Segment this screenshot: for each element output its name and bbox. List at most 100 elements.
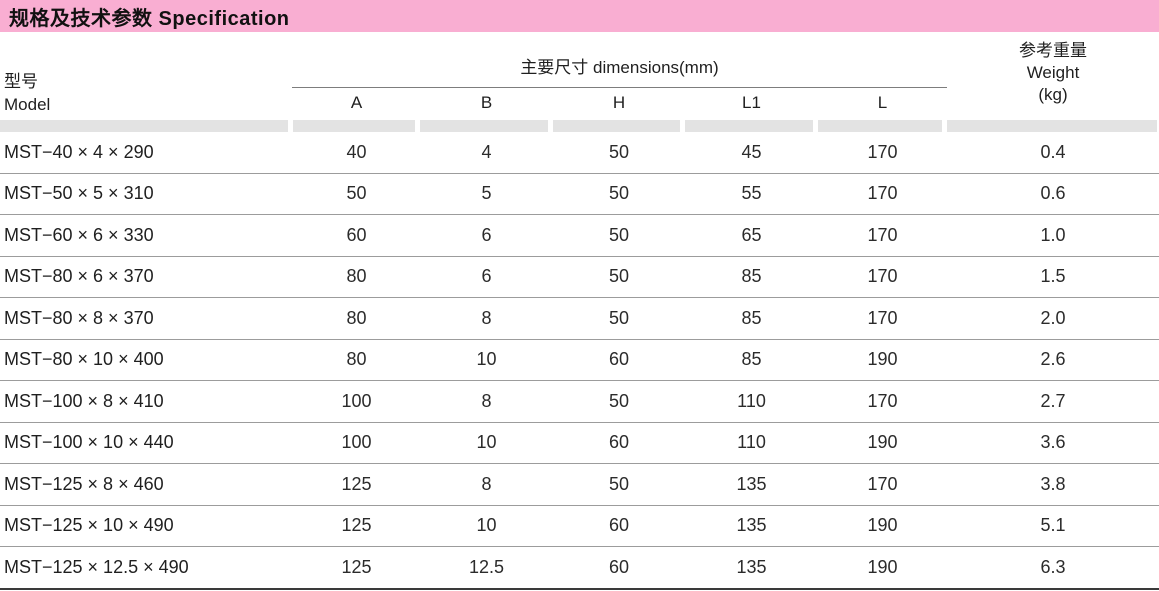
cell-a: 80 — [346, 307, 367, 328]
cell-a: 40 — [346, 141, 367, 162]
cell-l: 190 — [867, 515, 898, 536]
cell-weight: 2.6 — [1040, 349, 1066, 370]
cell-model: MST−125 × 12.5 × 490 — [4, 556, 189, 577]
cell-weight: 5.1 — [1040, 515, 1066, 536]
cell-l: 170 — [867, 141, 898, 162]
header-separator-segment — [818, 120, 942, 132]
table-row: MST−125 × 12.5 × 490 125 12.5 60 135 190… — [0, 547, 1159, 590]
cell-h: 50 — [608, 473, 630, 494]
table-row: MST−80 × 6 × 370 80 6 50 85 170 1.5 — [0, 257, 1159, 298]
cell-a: 125 — [341, 556, 372, 577]
cell-b: 10 — [476, 515, 497, 536]
cell-h: 60 — [608, 349, 630, 370]
cell-h: 60 — [608, 432, 630, 453]
cell-b: 8 — [481, 390, 492, 411]
cell-l1: 135 — [736, 515, 767, 536]
cell-l1: 85 — [741, 266, 762, 287]
column-header-l: L — [877, 93, 888, 112]
column-header-model-en: Model — [4, 95, 51, 114]
header-separator-segment — [947, 120, 1157, 132]
cell-h: 50 — [608, 141, 630, 162]
column-header-weight-unit: (kg) — [1038, 85, 1068, 104]
cell-model: MST−100 × 8 × 410 — [4, 390, 164, 411]
table-row: MST−40 × 4 × 290 40 4 50 45 170 0.4 — [0, 132, 1159, 174]
cell-model: MST−40 × 4 × 290 — [4, 141, 154, 162]
dimensions-group-underline — [292, 87, 947, 88]
cell-a: 125 — [341, 515, 372, 536]
header-separator-bar — [0, 120, 1159, 132]
cell-a: 60 — [346, 224, 367, 245]
cell-l: 190 — [867, 432, 898, 453]
cell-l1: 85 — [741, 307, 762, 328]
cell-h: 50 — [608, 266, 630, 287]
cell-l: 170 — [867, 390, 898, 411]
cell-b: 6 — [481, 266, 492, 287]
header-separator-segment — [0, 120, 288, 132]
cell-h: 50 — [608, 307, 630, 328]
cell-l: 190 — [867, 349, 898, 370]
cell-weight: 2.7 — [1040, 390, 1066, 411]
column-header-a: A — [350, 93, 363, 112]
cell-b: 4 — [481, 141, 492, 162]
cell-a: 100 — [341, 432, 372, 453]
cell-weight: 6.3 — [1040, 556, 1066, 577]
cell-b: 8 — [481, 473, 492, 494]
table-row: MST−80 × 8 × 370 80 8 50 85 170 2.0 — [0, 298, 1159, 340]
column-header-weight-en: Weight — [1026, 63, 1080, 82]
cell-l1: 65 — [741, 224, 762, 245]
cell-l: 170 — [867, 183, 898, 204]
cell-model: MST−100 × 10 × 440 — [4, 432, 174, 453]
cell-model: MST−80 × 8 × 370 — [4, 307, 154, 328]
column-group-header-dimensions: 主要尺寸 dimensions(mm) — [520, 58, 719, 77]
cell-b: 12.5 — [468, 556, 505, 577]
cell-l: 170 — [867, 266, 898, 287]
cell-a: 80 — [346, 349, 367, 370]
table-row: MST−50 × 5 × 310 50 5 50 55 170 0.6 — [0, 174, 1159, 215]
cell-b: 10 — [476, 349, 497, 370]
cell-a: 100 — [341, 390, 372, 411]
header-separator-segment — [685, 120, 813, 132]
cell-l1: 110 — [737, 432, 766, 453]
section-title-bar: 规格及技术参数 Specification — [0, 0, 1159, 32]
cell-model: MST−125 × 10 × 490 — [4, 515, 174, 536]
cell-weight: 1.0 — [1040, 224, 1066, 245]
table-body: MST−40 × 4 × 290 40 4 50 45 170 0.4 MST−… — [0, 132, 1159, 590]
cell-l1: 85 — [741, 349, 762, 370]
cell-weight: 0.4 — [1040, 141, 1066, 162]
cell-a: 80 — [346, 266, 367, 287]
header-separator-segment — [293, 120, 415, 132]
table-header: 型号 Model 主要尺寸 dimensions(mm) A B H L1 L … — [0, 32, 1159, 120]
cell-weight: 2.0 — [1040, 307, 1066, 328]
cell-h: 50 — [608, 224, 630, 245]
column-header-model-zh: 型号 — [4, 72, 38, 91]
table-row: MST−125 × 10 × 490 125 10 60 135 190 5.1 — [0, 506, 1159, 547]
cell-h: 60 — [608, 515, 630, 536]
cell-weight: 0.6 — [1040, 183, 1066, 204]
cell-h: 60 — [608, 556, 630, 577]
table-row: MST−100 × 8 × 410 100 8 50 110 170 2.7 — [0, 381, 1159, 423]
column-header-model: 型号 Model — [4, 70, 50, 116]
table-row: MST−80 × 10 × 400 80 10 60 85 190 2.6 — [0, 340, 1159, 381]
cell-model: MST−60 × 6 × 330 — [4, 224, 154, 245]
cell-a: 50 — [346, 183, 367, 204]
cell-weight: 3.6 — [1040, 432, 1066, 453]
cell-model: MST−125 × 8 × 460 — [4, 473, 164, 494]
header-separator-segment — [553, 120, 680, 132]
cell-l1: 45 — [741, 141, 762, 162]
column-header-h: H — [612, 93, 626, 112]
column-header-b: B — [480, 93, 493, 112]
cell-h: 50 — [608, 183, 630, 204]
cell-l: 170 — [867, 473, 898, 494]
cell-b: 6 — [481, 224, 492, 245]
cell-b: 5 — [481, 183, 492, 204]
cell-model: MST−80 × 6 × 370 — [4, 266, 154, 287]
cell-model: MST−80 × 10 × 400 — [4, 349, 164, 370]
cell-a: 125 — [341, 473, 372, 494]
cell-l: 170 — [867, 224, 898, 245]
cell-h: 50 — [608, 390, 630, 411]
cell-weight: 3.8 — [1040, 473, 1066, 494]
table-row: MST−60 × 6 × 330 60 6 50 65 170 1.0 — [0, 215, 1159, 257]
cell-b: 8 — [481, 307, 492, 328]
cell-l: 190 — [867, 556, 898, 577]
